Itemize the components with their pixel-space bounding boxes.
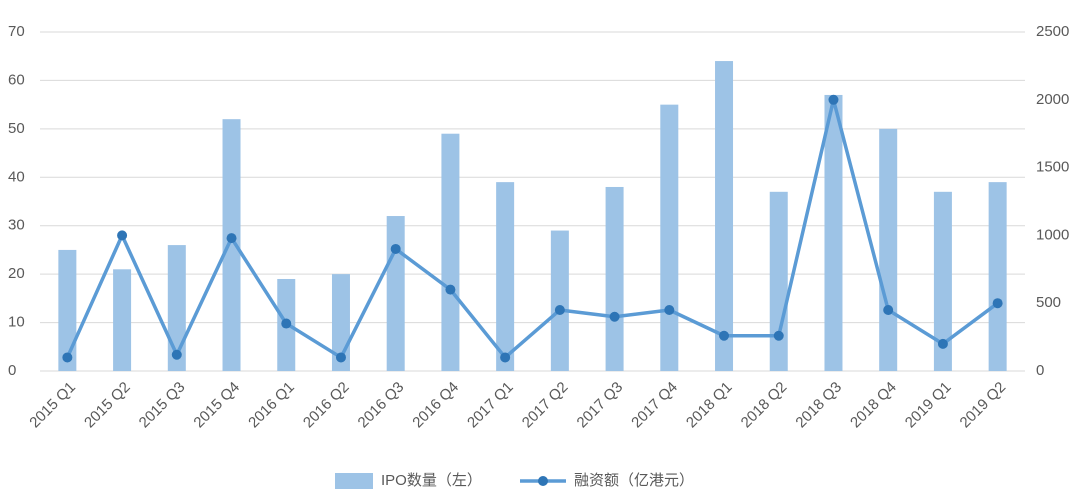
line-marker [445, 284, 456, 295]
line [65, 98, 999, 360]
legend-label: IPO数量（左） [381, 472, 482, 489]
y2-tick-label: 2000 [1036, 91, 1069, 108]
x-tick-label: 2015 Q2 [81, 379, 134, 432]
line-marker [390, 243, 401, 254]
x-tick-label: 2018 Q4 [847, 379, 900, 432]
bar [879, 128, 898, 371]
bar [441, 133, 460, 371]
x-tick-label: 2018 Q3 [792, 379, 845, 432]
line-marker [609, 311, 620, 322]
bar [660, 104, 679, 372]
y-tick-label: 40 [8, 168, 25, 185]
x-tick-label: 2016 Q3 [355, 379, 408, 432]
y2-tick-label: 500 [1036, 294, 1061, 311]
x-tick-label: 2016 Q4 [409, 379, 462, 432]
legend-label: 融资额（亿港元） [574, 472, 694, 489]
x-tick-label: 2015 Q3 [136, 379, 189, 432]
y2-tick-label: 0 [1036, 362, 1044, 379]
legend-swatch [538, 476, 548, 486]
line-marker [226, 233, 237, 244]
line-marker [773, 330, 784, 341]
line-marker [719, 330, 730, 341]
y2-tick-label: 1500 [1036, 159, 1069, 176]
bar [167, 245, 186, 371]
bar [824, 94, 843, 371]
x-tick-label: 2017 Q3 [574, 379, 627, 432]
x-tick-label: 2015 Q4 [190, 379, 243, 432]
line-marker [828, 94, 839, 105]
x-tick-label: 2017 Q1 [464, 379, 517, 432]
line-marker [335, 352, 346, 363]
y-tick-label: 60 [8, 71, 25, 88]
x-tick-label: 2017 Q2 [519, 379, 572, 432]
bar [496, 182, 515, 371]
line-marker [664, 304, 675, 315]
line-marker [281, 318, 292, 329]
y-tick-label: 10 [8, 314, 25, 331]
bar [933, 191, 952, 371]
bar [769, 191, 788, 371]
line-marker [171, 349, 182, 360]
line-marker [500, 352, 511, 363]
line-marker [62, 352, 73, 363]
y2-tick-label: 2500 [1036, 23, 1069, 40]
bar [605, 186, 624, 371]
y2-tick-label: 1000 [1036, 226, 1069, 243]
x-tick-label: 2016 Q1 [245, 379, 298, 432]
x-tick-label: 2017 Q4 [628, 379, 681, 432]
line-marker [883, 304, 894, 315]
line-marker [554, 304, 565, 315]
y-tick-label: 0 [8, 362, 16, 379]
line-marker [992, 298, 1003, 309]
x-tick-label: 2016 Q2 [300, 379, 353, 432]
bar [386, 216, 405, 371]
y-tick-label: 30 [8, 217, 25, 234]
bar [988, 182, 1007, 371]
bar [222, 119, 241, 372]
x-tick-label: 2019 Q2 [957, 379, 1010, 432]
bar [58, 249, 77, 371]
line-marker [117, 230, 128, 241]
y-tick-label: 20 [8, 265, 25, 282]
x-tick-label: 2015 Q1 [26, 379, 79, 432]
x-tick-label: 2018 Q1 [683, 379, 736, 432]
x-tick-label: 2018 Q2 [738, 379, 791, 432]
bar [113, 269, 132, 371]
y-tick-label: 70 [8, 23, 25, 40]
x-tick-label: 2019 Q1 [902, 379, 955, 432]
bar [715, 61, 734, 372]
bar [550, 230, 569, 371]
line-marker [937, 338, 948, 349]
y-tick-label: 50 [8, 120, 25, 137]
legend-swatch [335, 473, 373, 489]
